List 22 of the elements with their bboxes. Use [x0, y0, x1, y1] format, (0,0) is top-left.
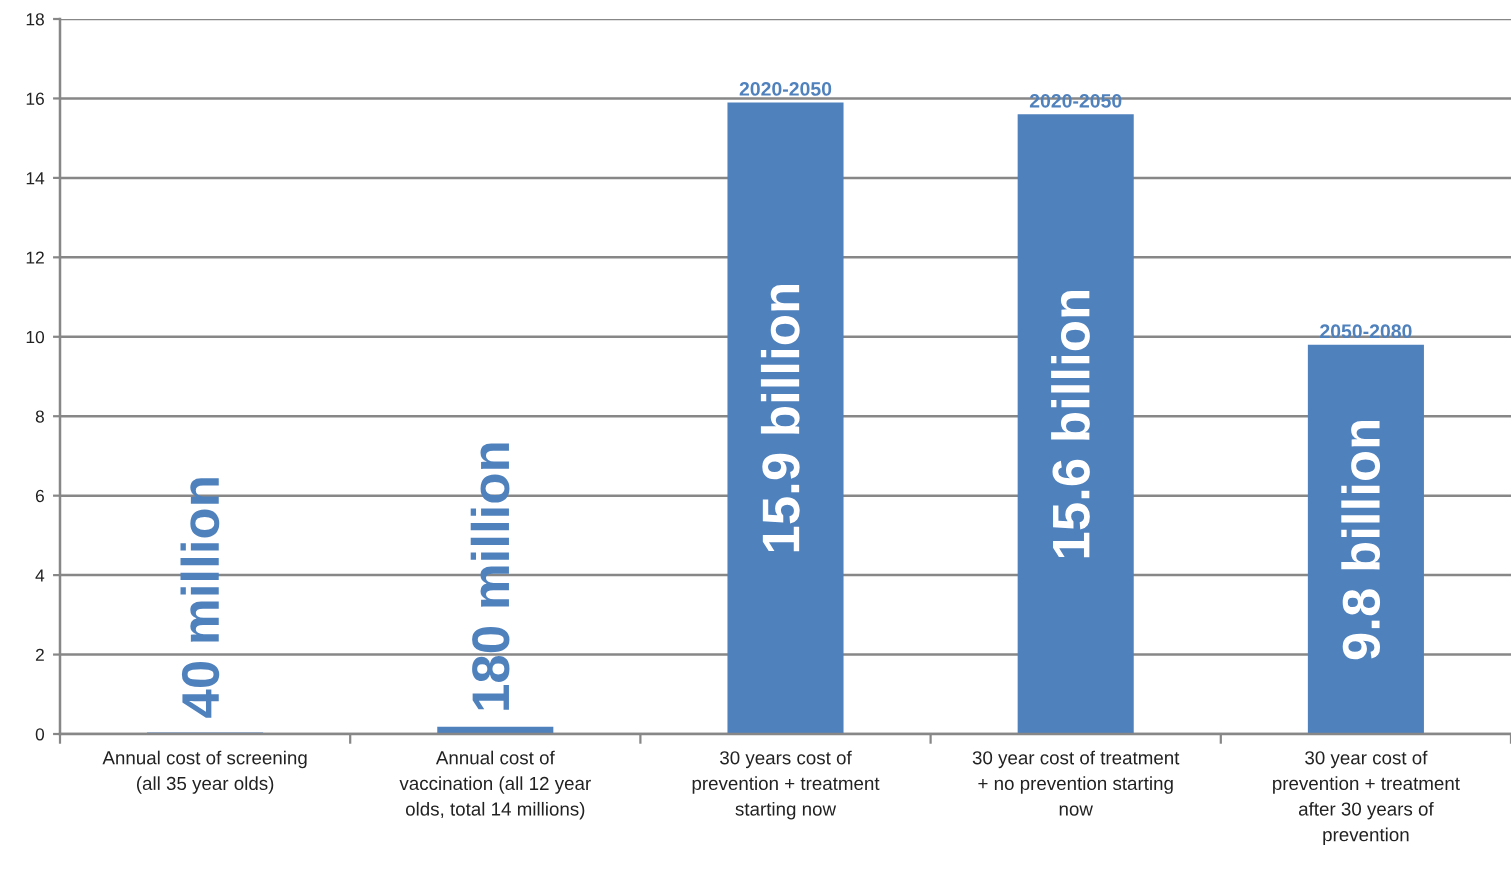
y-tick-label: 12 [26, 251, 44, 264]
y-tick-label: 14 [26, 172, 45, 185]
data-label: 15.9 billion [760, 285, 800, 552]
annotation: 180 million [470, 443, 510, 710]
y-tick-label: 16 [26, 92, 44, 105]
y-tick-label: 6 [35, 489, 44, 503]
y-tick-label: 4 [35, 569, 45, 582]
x-tick-label: 30 year cost of prevention + treatment after 30 years of prevention [1273, 750, 1460, 846]
data-label: 9.8 billion [1341, 420, 1381, 660]
x-tick-label: Annual cost of screening (all 35 year olds) [102, 750, 307, 794]
y-tick-label: 8 [35, 410, 44, 423]
annotation: 2050-2080 [1320, 324, 1412, 339]
annotation: 40 million [180, 478, 220, 718]
y-tick-label: 18 [26, 13, 44, 26]
y-tick-label: 0 [35, 728, 45, 741]
annotation: 2020-2050 [739, 82, 832, 96]
x-tick-label: 30 year cost of treatment + no prevention starting now [972, 750, 1180, 816]
data-label: 15.6 billion [1051, 291, 1090, 558]
x-tick-label: Annual cost of vaccination (all 12 year olds, total 14 millions) [399, 750, 591, 820]
y-tick-label: 2 [35, 648, 44, 661]
x-tick-label: 30 years cost of prevention + treatment starting now [692, 750, 880, 820]
y-tick-label: 10 [26, 330, 45, 344]
